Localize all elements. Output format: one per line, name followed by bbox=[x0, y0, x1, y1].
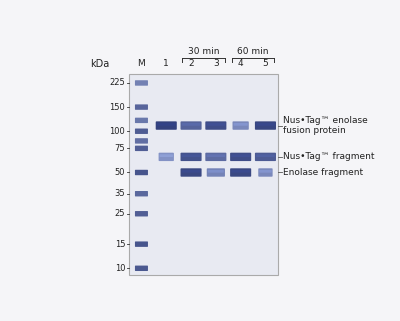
FancyBboxPatch shape bbox=[160, 154, 173, 157]
FancyBboxPatch shape bbox=[256, 123, 275, 126]
FancyBboxPatch shape bbox=[135, 118, 148, 123]
Text: 10: 10 bbox=[115, 264, 125, 273]
Text: 15: 15 bbox=[115, 240, 125, 249]
Text: 75: 75 bbox=[115, 144, 125, 153]
Text: 60 min: 60 min bbox=[237, 47, 269, 56]
FancyBboxPatch shape bbox=[258, 168, 273, 177]
Text: 3: 3 bbox=[213, 59, 219, 68]
FancyBboxPatch shape bbox=[230, 153, 251, 161]
FancyBboxPatch shape bbox=[135, 128, 148, 134]
FancyBboxPatch shape bbox=[158, 153, 174, 161]
FancyBboxPatch shape bbox=[135, 265, 148, 271]
FancyBboxPatch shape bbox=[135, 104, 148, 110]
FancyBboxPatch shape bbox=[180, 121, 202, 130]
FancyBboxPatch shape bbox=[206, 123, 225, 126]
FancyBboxPatch shape bbox=[180, 168, 202, 177]
FancyBboxPatch shape bbox=[180, 153, 202, 161]
FancyBboxPatch shape bbox=[255, 121, 276, 130]
Text: 1: 1 bbox=[163, 59, 169, 68]
FancyBboxPatch shape bbox=[230, 168, 251, 177]
FancyBboxPatch shape bbox=[182, 123, 200, 126]
FancyBboxPatch shape bbox=[255, 153, 276, 161]
FancyBboxPatch shape bbox=[135, 211, 148, 216]
FancyBboxPatch shape bbox=[232, 121, 249, 130]
Text: 35: 35 bbox=[115, 189, 125, 198]
FancyBboxPatch shape bbox=[182, 154, 200, 157]
FancyBboxPatch shape bbox=[231, 170, 250, 173]
Text: kDa: kDa bbox=[90, 59, 109, 69]
FancyBboxPatch shape bbox=[256, 154, 275, 157]
FancyBboxPatch shape bbox=[135, 170, 148, 175]
Text: 4: 4 bbox=[238, 59, 244, 68]
Text: Enolase fragment: Enolase fragment bbox=[283, 168, 363, 177]
FancyBboxPatch shape bbox=[231, 154, 250, 157]
Text: Nus•Tag™ enolase
fusion protein: Nus•Tag™ enolase fusion protein bbox=[283, 116, 368, 135]
FancyBboxPatch shape bbox=[135, 80, 148, 86]
FancyBboxPatch shape bbox=[234, 123, 248, 126]
FancyBboxPatch shape bbox=[156, 121, 177, 130]
Text: M: M bbox=[138, 59, 145, 68]
FancyBboxPatch shape bbox=[135, 138, 148, 143]
FancyBboxPatch shape bbox=[129, 74, 278, 274]
FancyBboxPatch shape bbox=[206, 154, 225, 157]
Text: 100: 100 bbox=[110, 127, 125, 136]
Text: 225: 225 bbox=[110, 78, 125, 87]
FancyBboxPatch shape bbox=[205, 153, 226, 161]
FancyBboxPatch shape bbox=[207, 168, 225, 177]
FancyBboxPatch shape bbox=[182, 170, 200, 173]
Text: 5: 5 bbox=[262, 59, 268, 68]
Text: 2: 2 bbox=[188, 59, 194, 68]
Text: Nus•Tag™ fragment: Nus•Tag™ fragment bbox=[283, 152, 374, 161]
Text: 50: 50 bbox=[115, 168, 125, 177]
Text: 150: 150 bbox=[110, 103, 125, 112]
FancyBboxPatch shape bbox=[205, 121, 226, 130]
Text: 25: 25 bbox=[115, 209, 125, 218]
Text: 30 min: 30 min bbox=[188, 47, 219, 56]
FancyBboxPatch shape bbox=[135, 241, 148, 247]
FancyBboxPatch shape bbox=[135, 191, 148, 196]
FancyBboxPatch shape bbox=[157, 123, 176, 126]
FancyBboxPatch shape bbox=[208, 170, 224, 173]
FancyBboxPatch shape bbox=[259, 170, 272, 173]
FancyBboxPatch shape bbox=[135, 146, 148, 151]
